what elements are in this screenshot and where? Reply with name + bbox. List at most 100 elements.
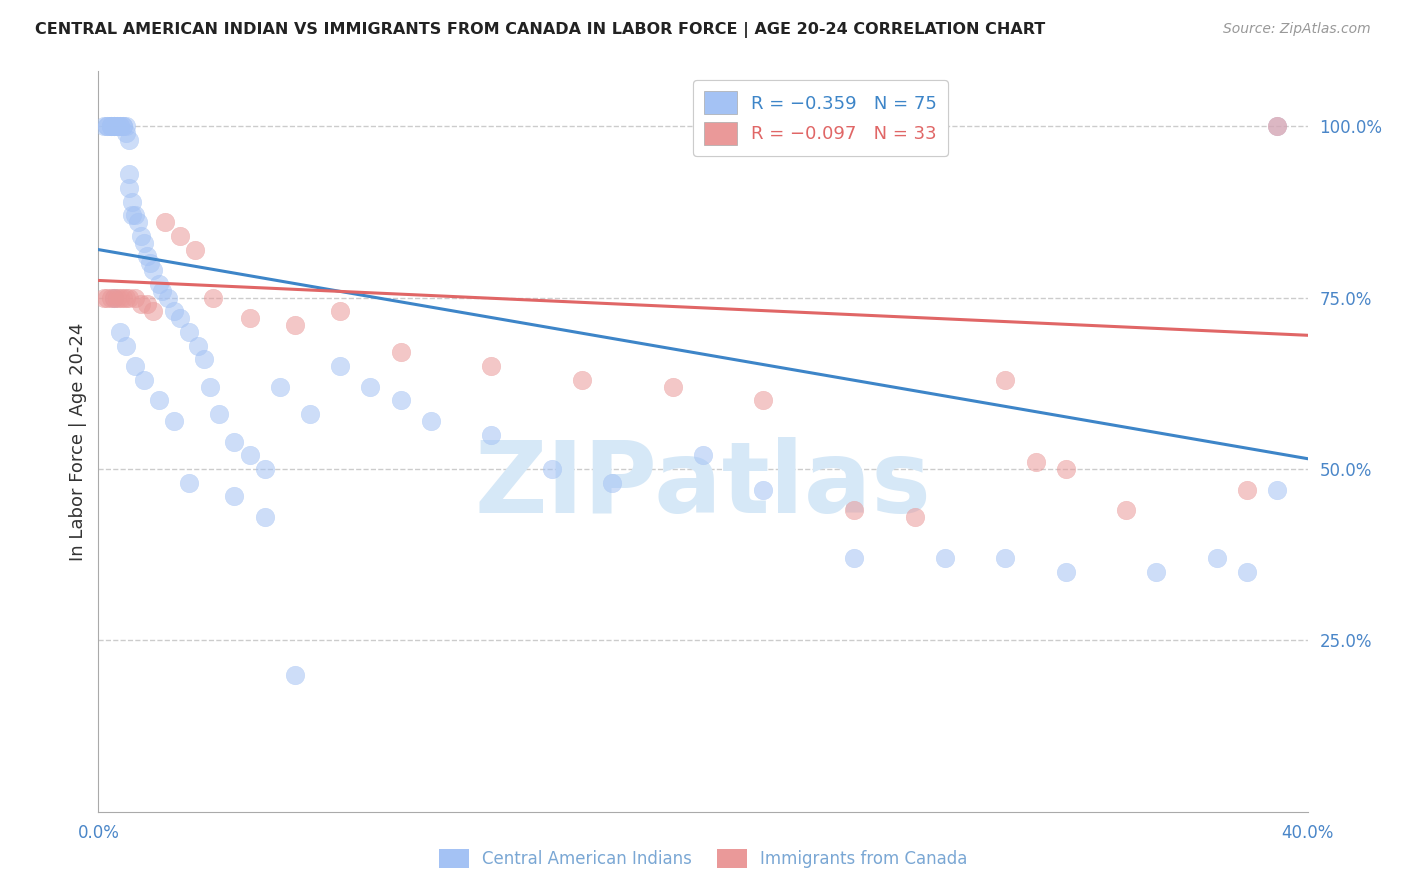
Point: [299, 407, 322, 421]
Point: [103, 119, 125, 133]
Point: [193, 352, 215, 367]
Point: [108, 119, 131, 133]
Point: [103, 119, 125, 133]
Point: [132, 235, 155, 250]
Point: [179, 325, 201, 339]
Point: [269, 380, 291, 394]
Point: [284, 667, 307, 681]
Y-axis label: In Labor Force | Age 20-24: In Labor Force | Age 20-24: [69, 322, 87, 561]
Point: [284, 318, 307, 332]
Point: [208, 407, 231, 421]
Point: [661, 380, 683, 394]
Point: [844, 551, 866, 566]
Point: [571, 373, 593, 387]
Point: [1054, 462, 1077, 476]
Point: [100, 119, 122, 133]
Point: [389, 393, 412, 408]
Point: [169, 228, 191, 243]
Point: [239, 448, 262, 462]
Point: [179, 475, 201, 490]
Point: [96, 119, 118, 133]
Point: [100, 119, 122, 133]
Point: [1024, 455, 1046, 469]
Point: [114, 119, 136, 133]
Point: [103, 119, 125, 133]
Point: [224, 489, 246, 503]
Point: [108, 291, 131, 305]
Point: [124, 208, 146, 222]
Point: [118, 291, 141, 305]
Point: [139, 256, 162, 270]
Point: [103, 119, 125, 133]
Point: [105, 119, 128, 133]
Point: [124, 291, 146, 305]
Point: [1267, 483, 1289, 497]
Point: [148, 277, 170, 291]
Point: [93, 119, 115, 133]
Point: [844, 503, 866, 517]
Point: [994, 551, 1017, 566]
Point: [187, 338, 209, 352]
Point: [118, 167, 141, 181]
Point: [1267, 119, 1289, 133]
Point: [540, 462, 562, 476]
Point: [1206, 551, 1229, 566]
Point: [481, 427, 503, 442]
Point: [111, 291, 134, 305]
Point: [118, 133, 141, 147]
Point: [114, 291, 136, 305]
Point: [96, 119, 118, 133]
Point: [124, 359, 146, 373]
Point: [202, 291, 225, 305]
Legend: Central American Indians, Immigrants from Canada: Central American Indians, Immigrants fro…: [432, 842, 974, 875]
Point: [224, 434, 246, 449]
Point: [103, 291, 125, 305]
Point: [132, 373, 155, 387]
Point: [100, 119, 122, 133]
Point: [163, 414, 186, 428]
Point: [1115, 503, 1137, 517]
Point: [121, 194, 143, 209]
Point: [103, 119, 125, 133]
Point: [135, 297, 157, 311]
Point: [239, 311, 262, 326]
Point: [163, 304, 186, 318]
Point: [360, 380, 382, 394]
Point: [142, 263, 165, 277]
Point: [692, 448, 714, 462]
Point: [389, 345, 412, 359]
Text: CENTRAL AMERICAN INDIAN VS IMMIGRANTS FROM CANADA IN LABOR FORCE | AGE 20-24 COR: CENTRAL AMERICAN INDIAN VS IMMIGRANTS FR…: [35, 22, 1046, 38]
Point: [602, 475, 624, 490]
Point: [169, 311, 191, 326]
Point: [153, 215, 176, 229]
Point: [105, 291, 128, 305]
Point: [184, 243, 207, 257]
Point: [114, 126, 136, 140]
Point: [150, 284, 173, 298]
Point: [96, 291, 118, 305]
Point: [121, 208, 143, 222]
Point: [481, 359, 503, 373]
Point: [752, 483, 775, 497]
Text: ZIPatlas: ZIPatlas: [475, 437, 931, 534]
Point: [93, 291, 115, 305]
Point: [200, 380, 222, 394]
Point: [329, 304, 352, 318]
Point: [111, 119, 134, 133]
Point: [1267, 119, 1289, 133]
Point: [148, 393, 170, 408]
Point: [108, 325, 131, 339]
Point: [142, 304, 165, 318]
Point: [1054, 565, 1077, 579]
Point: [329, 359, 352, 373]
Point: [100, 291, 122, 305]
Point: [934, 551, 956, 566]
Point: [1236, 565, 1258, 579]
Point: [103, 291, 125, 305]
Point: [1236, 483, 1258, 497]
Point: [129, 297, 152, 311]
Point: [129, 228, 152, 243]
Point: [118, 181, 141, 195]
Point: [904, 510, 927, 524]
Point: [1144, 565, 1167, 579]
